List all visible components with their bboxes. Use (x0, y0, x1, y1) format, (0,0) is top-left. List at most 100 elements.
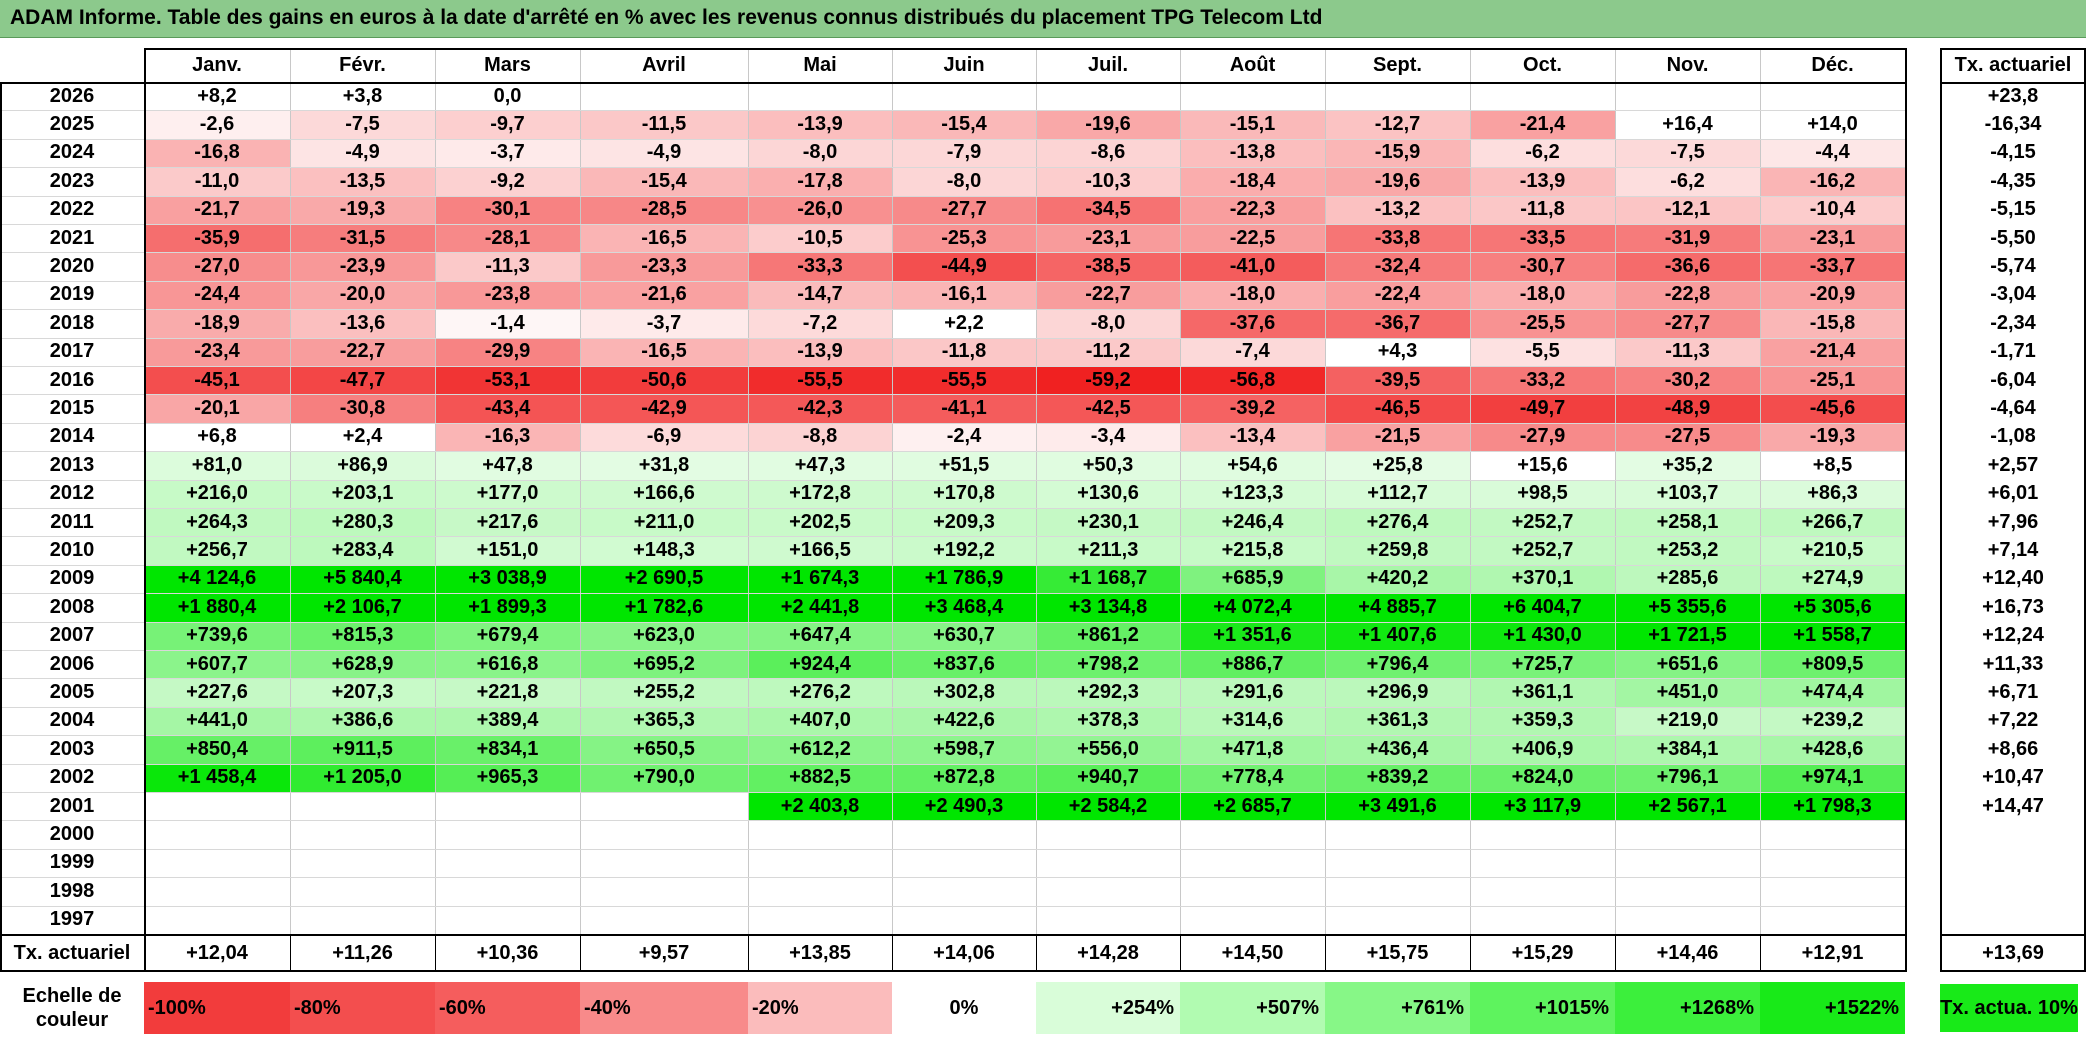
grid-line (0, 934, 1907, 936)
table-cell: +1 407,6 (1325, 621, 1470, 650)
month-header: Juil. (1087, 53, 1128, 76)
table-cell: +607,7 (144, 650, 290, 679)
table-cell: +650,5 (580, 735, 748, 764)
table-cell: +207,3 (290, 678, 435, 707)
table-cell: +420,2 (1325, 564, 1470, 594)
table-cell (892, 877, 1036, 906)
table-cell: -36,7 (1325, 309, 1470, 338)
table-cell: +5 840,4 (290, 564, 435, 594)
rate-cell: +10,47 (1982, 766, 2044, 789)
table-cell: -13,5 (290, 167, 435, 196)
grid-line (0, 422, 1905, 424)
table-cell: -21,5 (1325, 422, 1470, 452)
color-scale-swatch: +761% (1325, 982, 1470, 1034)
table-cell: +216,0 (144, 479, 290, 508)
table-cell: -23,8 (435, 280, 580, 310)
table-cell: -11,2 (1036, 337, 1180, 366)
table-cell: +1 899,3 (435, 593, 580, 622)
grid-line (0, 877, 1905, 879)
rate-cell: +7,22 (1987, 709, 2039, 732)
table-cell: +685,9 (1180, 564, 1325, 594)
table-cell: +123,3 (1180, 479, 1325, 508)
table-cell: -27,9 (1470, 422, 1615, 452)
grid-line (144, 48, 146, 970)
table-cell: +739,6 (144, 621, 290, 650)
rate-cell: +12,24 (1982, 624, 2044, 647)
year-label: 2006 (49, 652, 95, 675)
table-cell: -9,7 (435, 110, 580, 139)
year-label: 2001 (49, 794, 95, 817)
table-cell (580, 877, 748, 906)
table-cell: +796,4 (1325, 650, 1470, 679)
table-cell: +370,1 (1470, 564, 1615, 594)
table-cell: -23,1 (1036, 224, 1180, 253)
table-cell: -55,5 (748, 366, 892, 395)
table-cell: +359,3 (1470, 706, 1615, 736)
table-cell: +3 468,4 (892, 593, 1036, 622)
table-cell: +253,2 (1615, 536, 1760, 565)
table-cell: -22,8 (1615, 280, 1760, 310)
grid-line (1325, 48, 1326, 934)
month-header: Nov. (1666, 53, 1709, 76)
year-label: 2012 (49, 482, 95, 505)
table-cell: -13,2 (1325, 195, 1470, 224)
table-cell: +1 798,3 (1760, 792, 1905, 821)
table-cell: +361,1 (1470, 678, 1615, 707)
table-cell: +264,3 (144, 508, 290, 537)
grid-line (0, 224, 1905, 225)
table-cell: +130,6 (1036, 479, 1180, 508)
table-cell (1760, 877, 1905, 906)
table-cell: -7,5 (1615, 138, 1760, 168)
table-cell: +227,6 (144, 678, 290, 707)
table-cell: +2 490,3 (892, 792, 1036, 821)
table-cell: +924,4 (748, 650, 892, 679)
grid-line (0, 970, 1907, 972)
table-cell: -18,0 (1470, 280, 1615, 310)
table-cell: -47,7 (290, 366, 435, 395)
table-cell: +2 685,7 (1180, 792, 1325, 821)
table-cell: +471,8 (1180, 735, 1325, 764)
color-scale-swatch: +254% (1036, 982, 1180, 1034)
table-cell: -33,7 (1760, 252, 1905, 281)
grid-line (0, 451, 1905, 453)
table-cell (1470, 82, 1615, 111)
rate-cell: -16,34 (1984, 113, 2042, 136)
table-cell: +252,7 (1470, 508, 1615, 537)
rate-cell: +2,57 (1987, 453, 2039, 476)
table-cell: +4 124,6 (144, 564, 290, 594)
table-cell: -50,6 (580, 366, 748, 395)
table-cell: -15,4 (580, 167, 748, 196)
rate-cell: -1,71 (1990, 340, 2036, 363)
grid-line (0, 337, 1905, 339)
table-cell: -30,1 (435, 195, 580, 224)
grid-line (0, 848, 1905, 850)
table-cell: +47,8 (435, 451, 580, 480)
table-cell: -8,0 (892, 167, 1036, 196)
table-cell: +215,8 (1180, 536, 1325, 565)
table-cell: +170,8 (892, 479, 1036, 508)
table-cell (1760, 905, 1905, 934)
table-cell: 0,0 (435, 82, 580, 111)
grid-line (580, 936, 581, 970)
year-label: 2021 (49, 226, 95, 249)
table-cell: +256,7 (144, 536, 290, 565)
table-cell: +911,5 (290, 735, 435, 764)
table-cell: +1 458,4 (144, 763, 290, 792)
table-cell: -13,4 (1180, 422, 1325, 452)
table-cell: -30,8 (290, 394, 435, 423)
table-cell (290, 820, 435, 849)
table-cell: -19,3 (1760, 422, 1905, 452)
month-header: Janv. (192, 53, 242, 76)
table-cell: -23,3 (580, 252, 748, 281)
table-cell: -18,0 (1180, 280, 1325, 310)
table-cell (1615, 905, 1760, 934)
table-cell (1036, 877, 1180, 906)
table-cell: +839,2 (1325, 763, 1470, 792)
month-header: Févr. (339, 53, 386, 76)
report-title: ADAM Informe. Table des gains en euros à… (10, 6, 1323, 29)
rate-cell: +8,66 (1987, 737, 2039, 760)
color-scale-label: Echelle de couleur (22, 985, 122, 1031)
grid-line (1615, 48, 1616, 934)
table-cell: -11,3 (1615, 337, 1760, 366)
